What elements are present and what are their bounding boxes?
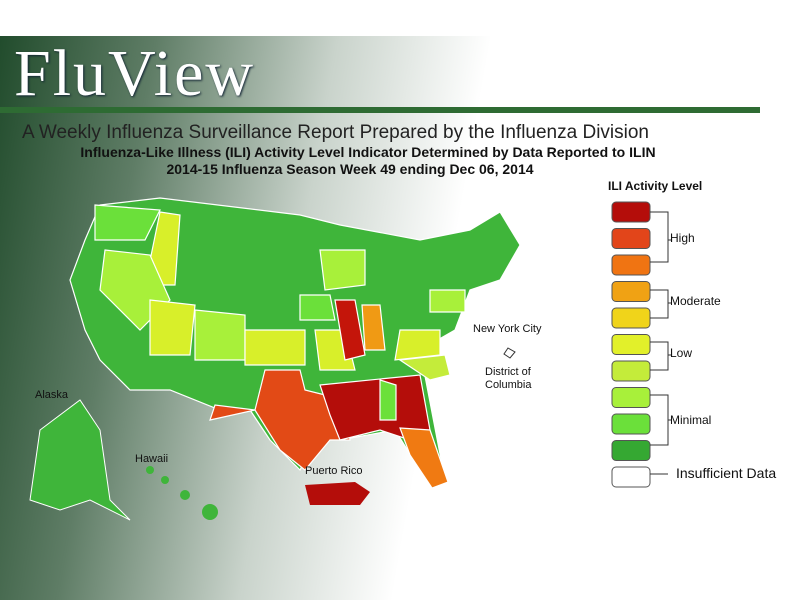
map-label: District of	[485, 366, 532, 378]
map-title: 2014-15 Influenza Season Week 49 ending …	[166, 161, 534, 177]
legend-swatch	[611, 440, 651, 461]
states	[69, 197, 521, 489]
legend-swatch	[611, 228, 651, 249]
dc-shape	[503, 347, 516, 359]
map-title: Influenza-Like Illness (ILI) Activity Le…	[80, 144, 656, 160]
map-label: District of Columbia	[485, 366, 532, 391]
puerto-rico-shape	[305, 482, 370, 505]
subtitle: A Weekly Influenza Surveillance Report P…	[22, 122, 649, 143]
map-label: Columbia	[485, 379, 532, 391]
hawaii-shape	[146, 466, 218, 520]
legend-label: High	[670, 231, 695, 245]
map-label: Hawaii	[135, 453, 168, 465]
legend-title: ILI Activity Level	[608, 179, 702, 193]
legend-swatch	[611, 360, 651, 382]
legend-swatch	[611, 387, 651, 408]
legend-swatch	[611, 201, 651, 223]
map-label: Alaska	[35, 389, 69, 401]
legend	[611, 201, 651, 488]
map-label: Puerto Rico	[305, 465, 362, 477]
legend-swatch	[611, 334, 651, 355]
legend-swatch	[611, 466, 651, 488]
legend-brackets	[650, 211, 672, 475]
map-label: New York City	[473, 323, 542, 335]
legend-label: Low	[670, 346, 692, 360]
legend-label: Moderate	[670, 294, 721, 308]
legend-swatch	[611, 281, 651, 302]
title-rule	[0, 107, 760, 113]
legend-swatch	[611, 307, 651, 329]
alaska-shape	[29, 399, 131, 521]
top-band	[0, 0, 800, 36]
legend-swatch	[611, 254, 651, 276]
title: FluView	[14, 37, 256, 110]
legend-label: Minimal	[670, 413, 711, 427]
legend-swatch	[611, 413, 651, 435]
legend-label: Insufficient Data	[676, 465, 776, 481]
